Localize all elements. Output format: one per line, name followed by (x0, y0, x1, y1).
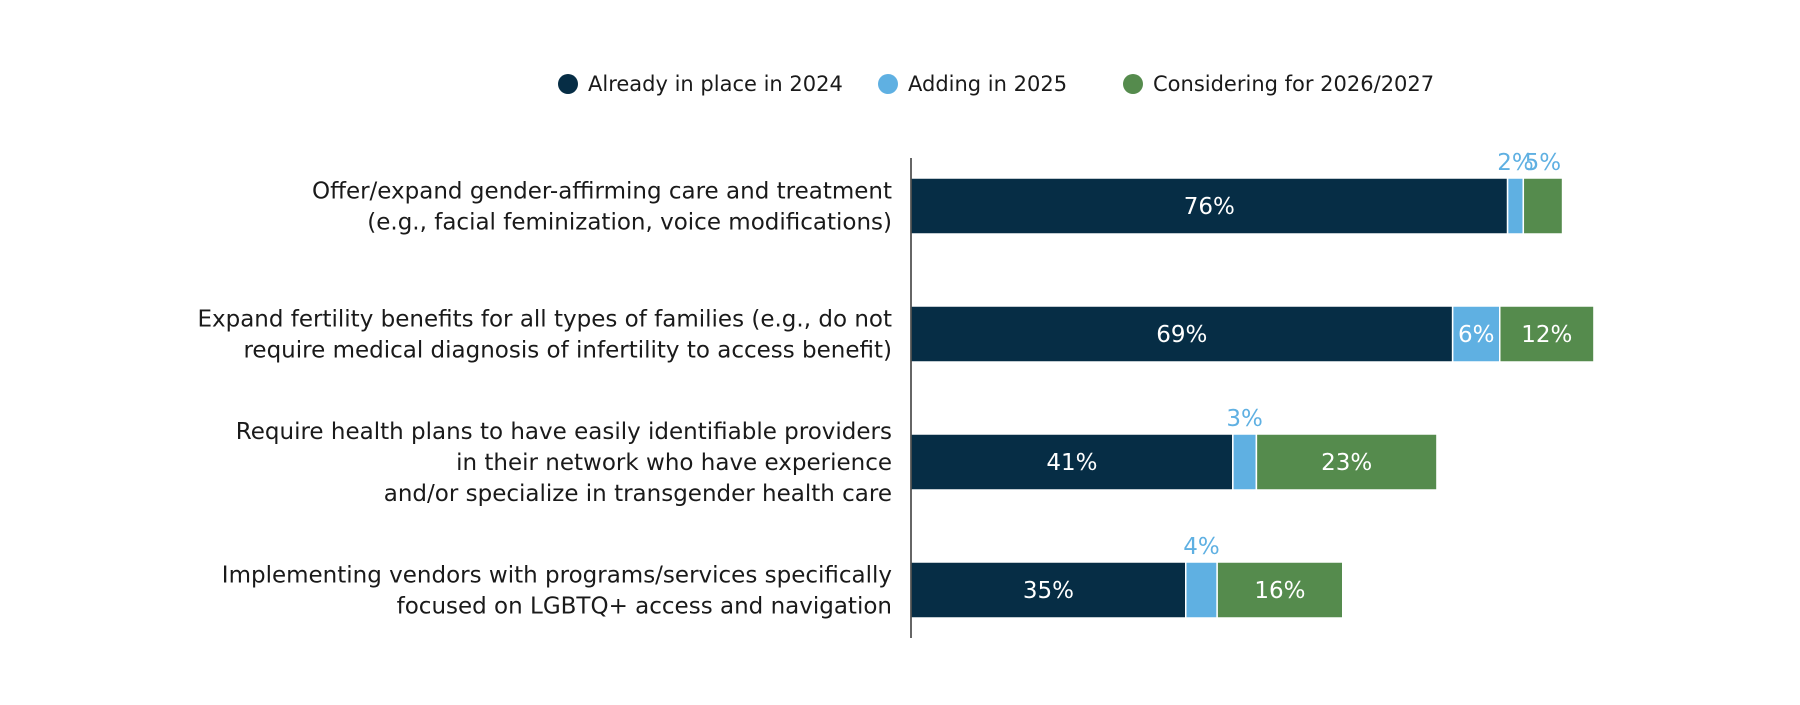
bar-segment-adding-4 (1185, 561, 1218, 619)
data-label-already-2: 69% (1156, 322, 1207, 348)
legend-item-considering: Considering for 2026/2027 (1123, 72, 1434, 96)
data-label-considering-2: 12% (1521, 322, 1572, 348)
category-label-4-line-2: focused on LGBTQ+ access and navigation (397, 594, 892, 620)
bar-segment-considering-2 (1499, 305, 1595, 363)
legend-swatch-already (558, 74, 578, 94)
data-label-already-4: 35% (1023, 578, 1074, 604)
data-label-already-3: 41% (1046, 450, 1097, 476)
legend-swatch-adding (878, 74, 898, 94)
data-label-considering-1: 5% (1525, 150, 1562, 176)
legend-item-adding: Adding in 2025 (878, 72, 1067, 96)
bar-segment-considering-4 (1216, 561, 1344, 619)
data-label-considering-4: 16% (1254, 578, 1305, 604)
bars-layer: 76% 2%5% 69% 6% 12% 41% 3% 23% 35% 4% 16% (910, 150, 1595, 619)
category-label-1-line-1: Offer/expand gender-affirming care and t… (312, 179, 892, 205)
legend: Already in place in 2024 Adding in 2025 … (0, 72, 1800, 102)
bar-segment-adding-3 (1232, 433, 1258, 491)
category-label-3-line-1: Require health plans to have easily iden… (236, 419, 892, 445)
bar-segment-adding-1 (1506, 177, 1525, 235)
legend-item-already: Already in place in 2024 (558, 72, 843, 96)
bar-segment-already-4 (910, 561, 1187, 619)
bar-segment-considering-1 (1522, 177, 1564, 235)
legend-swatch-considering (1123, 74, 1143, 94)
category-label-3-line-3: and/or specialize in transgender health … (384, 481, 892, 507)
category-label-3-line-2: in their network who have experience (456, 450, 892, 476)
legend-label-already: Already in place in 2024 (588, 72, 843, 96)
data-label-considering-3: 23% (1321, 450, 1372, 476)
data-label-adding-3: 3% (1226, 406, 1263, 432)
category-label-2-line-2: require medical diagnosis of infertility… (243, 338, 892, 364)
data-label-adding-4: 4% (1183, 534, 1220, 560)
bar-segment-considering-3 (1255, 433, 1438, 491)
legend-label-adding: Adding in 2025 (908, 72, 1068, 96)
category-label-2-line-1: Expand fertility benefits for all types … (197, 307, 892, 333)
category-label-1-line-2: (e.g., facial feminization, voice modifi… (367, 210, 892, 236)
category-labels-layer: Offer/expand gender-affirming care and t… (197, 179, 892, 620)
data-label-adding-1: 2% (1497, 150, 1534, 176)
legend-label-considering: Considering for 2026/2027 (1153, 72, 1435, 96)
data-label-already-1: 76% (1184, 194, 1235, 220)
data-label-adding-2: 6% (1458, 322, 1495, 348)
category-label-4-line-1: Implementing vendors with programs/servi… (222, 563, 892, 589)
bar-segment-adding-2 (1451, 305, 1501, 363)
